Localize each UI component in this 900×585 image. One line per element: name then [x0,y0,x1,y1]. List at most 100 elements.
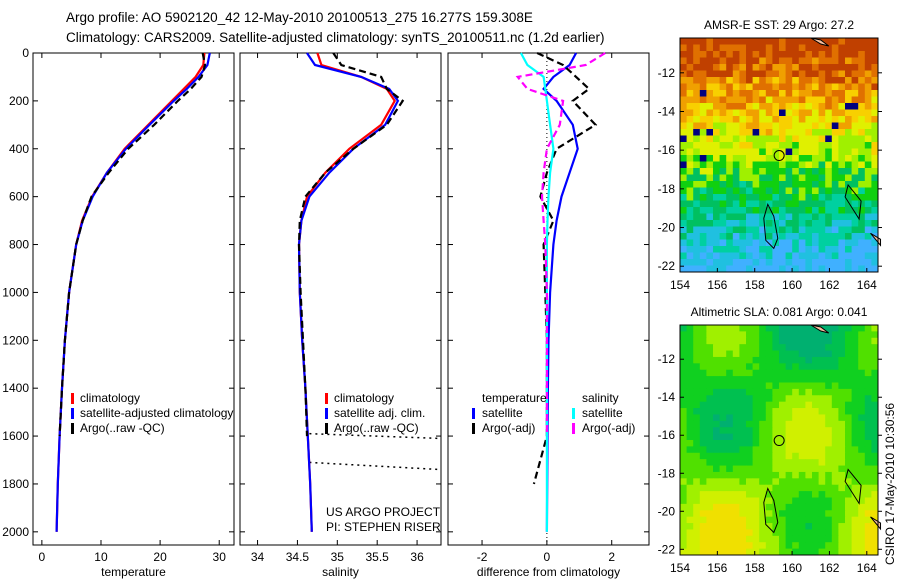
map-cell [871,478,879,486]
map-cell [851,420,859,428]
map-cell [858,408,866,415]
map-cell [686,116,694,123]
map-cell [792,109,800,117]
map-cell [805,382,813,390]
map-cell [825,96,833,104]
map-cell [759,433,767,441]
map-cell [732,331,740,339]
map-cell [680,148,688,156]
map-cell [831,103,839,110]
map-cell [765,57,773,65]
map-cell [851,516,859,524]
map-cell [713,109,721,117]
map-cell [779,252,787,260]
map-cell [680,369,688,377]
map-cell [779,129,787,136]
map-cell [726,187,734,195]
map-cell [752,135,760,143]
map-cell [680,535,688,543]
island-contour [844,183,862,221]
map-cell [713,226,721,234]
map-cell [851,433,859,441]
map-cell [818,414,826,422]
map-cell [851,363,859,371]
map-cell [831,233,839,240]
map-cell [858,350,866,358]
map-cell [752,376,760,383]
map-cell [739,142,747,149]
map-cell [818,529,826,537]
map-cell [699,529,707,537]
map-cell [759,64,767,71]
map-cell [713,103,721,110]
map-cell [864,420,872,428]
map-cell [765,382,773,390]
map-cell [759,516,767,524]
map-cell [726,38,734,45]
map-cell [845,350,853,358]
map-cell [838,363,846,371]
map-cell [686,529,694,537]
map-cell [818,77,826,84]
map-cell [686,233,694,240]
map-cell [713,70,721,78]
map-cell [851,194,859,201]
map-cell [686,70,694,78]
map-cell [785,174,793,182]
map-cell [699,44,707,52]
map-cell [812,207,820,214]
map-cell [726,174,734,182]
map-cell [772,471,780,479]
map-cell [686,376,694,383]
y-tick-label: -16 [658,143,676,157]
map-cell [680,510,688,518]
map-cell [759,109,767,117]
map-cell [858,503,866,511]
x-tick-label: 160 [782,278,802,292]
map-cell [851,265,859,273]
map-cell [726,181,734,188]
map-cell [818,44,826,52]
map-cell [759,90,767,97]
map-cell [825,344,833,352]
map-cell [845,535,853,543]
map-cell [785,388,793,396]
map-cell [726,51,734,58]
map-cell [699,491,707,498]
map-cell [871,103,879,110]
map-cell [686,408,694,415]
map-cell [805,187,813,195]
map-cell [838,516,846,524]
map-cell [818,408,826,415]
map-cell [765,109,773,117]
map-cell [759,382,767,390]
map-cell [838,213,846,221]
map-cell [812,64,820,71]
map-cell [713,161,721,169]
map-cell [746,64,754,71]
map-cell [765,181,773,188]
map-cell [858,497,866,505]
map-cell [746,497,754,505]
map-cell [825,265,833,273]
map-cell [680,129,688,136]
map-cell [858,233,866,240]
map-cell [759,325,767,332]
map-cell [726,427,734,435]
map-cell [858,401,866,409]
map-cell [765,83,773,91]
map-cell [845,44,853,52]
map-cell [759,129,767,136]
map-cell [845,142,853,149]
map-cell [812,420,820,428]
map-cell [805,484,813,492]
map-cell [726,77,734,84]
map-cell [732,414,740,422]
map-cell [779,376,787,383]
map-cell [831,135,839,143]
map-cell [805,471,813,479]
map-cell [798,213,806,221]
map-cell [818,265,826,273]
map-cell [752,57,760,65]
map-cell [798,200,806,208]
